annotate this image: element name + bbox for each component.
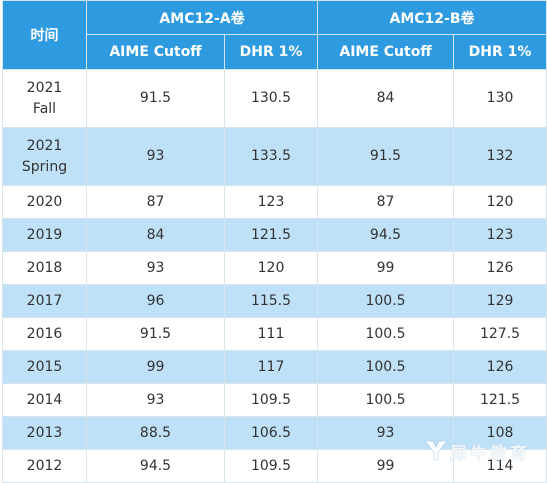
cell-b-cutoff: 84 (317, 69, 455, 128)
cell-b-dhr: 129 (453, 284, 547, 318)
cell-b-dhr: 130 (453, 69, 547, 128)
cell-a-dhr: 111 (223, 317, 319, 351)
cell-a-cutoff: 94.5 (86, 449, 225, 483)
cell-a-cutoff: 93 (86, 127, 225, 186)
cell-a-dhr: 130.5 (223, 69, 319, 128)
cell-a-dhr: 109.5 (223, 383, 319, 417)
cell-time: 2021 Fall (2, 69, 87, 128)
cell-b-dhr: 127.5 (453, 317, 547, 351)
table-row: 2018 93 120 99 126 (2, 251, 547, 285)
cell-b-dhr: 123 (453, 218, 547, 252)
cell-time: 2018 (2, 251, 87, 285)
cell-b-cutoff: 91.5 (317, 127, 455, 186)
cell-b-cutoff: 99 (317, 251, 455, 285)
table-row: 2014 93 109.5 100.5 121.5 (2, 383, 547, 417)
cell-b-cutoff: 100.5 (317, 317, 455, 351)
cell-a-cutoff: 87 (86, 185, 225, 219)
cell-time: 2020 (2, 185, 87, 219)
cell-a-dhr: 117 (223, 350, 319, 384)
cell-b-dhr: 108 (453, 416, 547, 450)
cell-a-cutoff: 91.5 (86, 69, 225, 128)
cell-time: 2012 (2, 449, 87, 483)
table-row: 2021 Fall 91.5 130.5 84 130 (2, 69, 547, 128)
table-row: 2013 88.5 106.5 93 108 (2, 416, 547, 450)
cell-b-cutoff: 94.5 (317, 218, 455, 252)
table-row: 2019 84 121.5 94.5 123 (2, 218, 547, 252)
cell-a-dhr: 123 (223, 185, 319, 219)
cell-a-dhr: 115.5 (223, 284, 319, 318)
cell-b-cutoff: 100.5 (317, 383, 455, 417)
cell-b-dhr: 126 (453, 350, 547, 384)
table-row: 2012 94.5 109.5 99 114 (2, 449, 547, 483)
cell-b-dhr: 132 (453, 127, 547, 186)
cell-b-cutoff: 99 (317, 449, 455, 483)
cell-a-dhr: 106.5 (223, 416, 319, 450)
header-group-a: AMC12-A卷 (85, 0, 319, 35)
cell-a-dhr: 109.5 (223, 449, 319, 483)
cell-a-dhr: 133.5 (223, 127, 319, 186)
cell-b-cutoff: 87 (317, 185, 455, 219)
header-row-columns: AIME Cutoff DHR 1% AIME Cutoff DHR 1% (3, 34, 547, 70)
cell-time: 2015 (2, 350, 87, 384)
header-row-groups: 时间 AMC12-A卷 AMC12-B卷 (2, 0, 547, 70)
cell-time: 2017 (2, 284, 87, 318)
header-a-dhr: DHR 1% (223, 34, 319, 70)
cell-b-cutoff: 100.5 (317, 284, 455, 318)
table-row: 2021 Spring 93 133.5 91.5 132 (2, 127, 547, 186)
cell-b-dhr: 126 (453, 251, 547, 285)
table-row: 2020 87 123 87 120 (2, 185, 547, 219)
cell-time: 2014 (2, 383, 87, 417)
cell-time: 2019 (2, 218, 87, 252)
cell-a-cutoff: 93 (86, 251, 225, 285)
cell-b-cutoff: 93 (317, 416, 455, 450)
cell-a-cutoff: 96 (86, 284, 225, 318)
cell-b-cutoff: 100.5 (317, 350, 455, 384)
table-row: 2017 96 115.5 100.5 129 (2, 284, 547, 318)
cell-b-dhr: 121.5 (453, 383, 547, 417)
cell-time: 2013 (2, 416, 87, 450)
cell-a-cutoff: 88.5 (86, 416, 225, 450)
cell-time: 2016 (2, 317, 87, 351)
table-row: 2016 91.5 111 100.5 127.5 (2, 317, 547, 351)
cell-a-dhr: 120 (223, 251, 319, 285)
header-a-cutoff: AIME Cutoff (86, 34, 225, 70)
cell-a-cutoff: 84 (86, 218, 225, 252)
cell-a-cutoff: 91.5 (86, 317, 225, 351)
cell-a-cutoff: 93 (86, 383, 225, 417)
header-b-dhr: DHR 1% (453, 34, 547, 70)
header-b-cutoff: AIME Cutoff (317, 34, 455, 70)
table-row: 2015 99 117 100.5 126 (2, 350, 547, 384)
cell-b-dhr: 114 (453, 449, 547, 483)
header-group-b: AMC12-B卷 (317, 0, 547, 35)
cell-a-dhr: 121.5 (223, 218, 319, 252)
cell-b-dhr: 120 (453, 185, 547, 219)
header-time: 时间 (2, 0, 87, 70)
cell-a-cutoff: 99 (86, 350, 225, 384)
cell-time: 2021 Spring (2, 127, 87, 186)
